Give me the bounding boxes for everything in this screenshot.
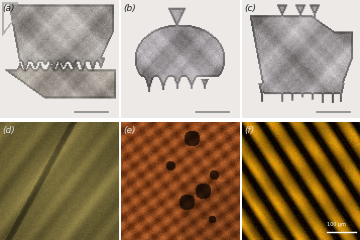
Text: (a): (a) [2, 4, 14, 13]
Text: (c): (c) [244, 4, 256, 13]
Text: (b): (b) [123, 4, 136, 13]
Text: (f): (f) [244, 126, 254, 135]
Text: 100 µm: 100 µm [327, 222, 346, 227]
Text: (d): (d) [2, 126, 15, 135]
Text: (e): (e) [123, 126, 135, 135]
